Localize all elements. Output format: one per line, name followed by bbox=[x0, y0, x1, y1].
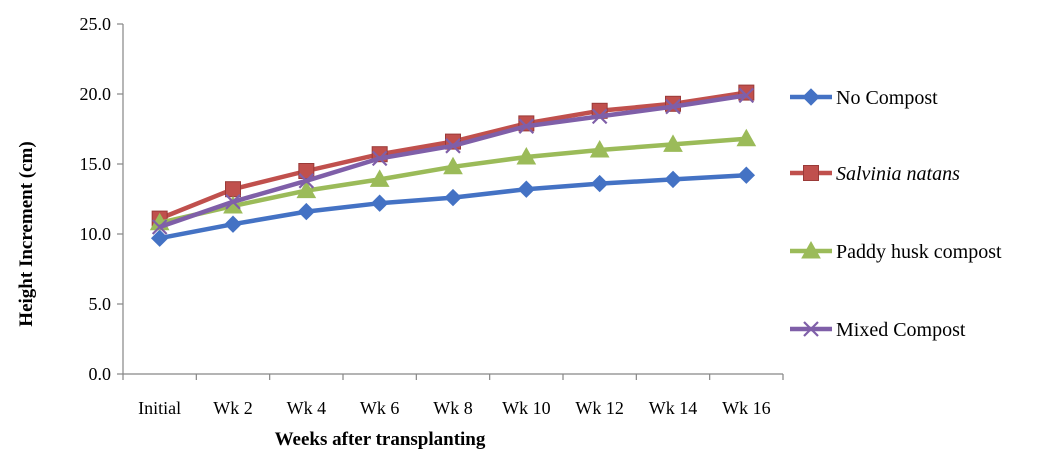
y-axis-title: Height Increment (cm) bbox=[16, 141, 37, 326]
data-point-marker bbox=[518, 118, 535, 134]
x-tick-label: Wk 4 bbox=[287, 398, 327, 418]
x-tick-label: Wk 6 bbox=[360, 398, 400, 418]
series-lines bbox=[149, 84, 757, 247]
x-axis: Initial Wk 2 Wk 4 Wk 6 Wk 8 Wk 10 Wk 12 Wk 14 Wk… bbox=[122, 373, 784, 418]
y-tick-label: 25.0 bbox=[80, 14, 112, 34]
data-point-marker bbox=[664, 170, 682, 189]
data-point-marker bbox=[151, 219, 168, 235]
series-2 bbox=[149, 128, 757, 231]
x-tick-label: Wk 8 bbox=[433, 398, 473, 418]
series-0 bbox=[150, 166, 756, 247]
data-point-marker bbox=[665, 98, 681, 115]
y-tick-label: 20.0 bbox=[80, 84, 112, 104]
data-point-marker bbox=[517, 180, 536, 198]
legend-marker bbox=[803, 321, 819, 337]
data-point-marker bbox=[445, 138, 461, 154]
data-point-marker bbox=[590, 174, 609, 193]
data-point-marker bbox=[736, 128, 757, 147]
data-point-marker bbox=[737, 166, 756, 184]
legend-entry: Mixed Compost bbox=[790, 319, 966, 341]
legend-entry: Paddy husk compost bbox=[790, 240, 1002, 263]
y-tick-label: 15.0 bbox=[80, 154, 112, 174]
data-point-marker bbox=[150, 229, 169, 247]
data-point-marker bbox=[298, 173, 315, 189]
data-point-marker bbox=[370, 194, 389, 212]
legend-entry: Salvinia natans bbox=[790, 163, 960, 185]
data-point-marker bbox=[591, 108, 608, 125]
x-tick-label: Wk 12 bbox=[575, 398, 624, 418]
x-tick-label: Wk 16 bbox=[722, 398, 771, 418]
data-point-marker bbox=[589, 139, 610, 158]
legend-label: No Compost bbox=[836, 87, 938, 109]
legend-entry: No Compost bbox=[790, 87, 938, 109]
legend-marker bbox=[802, 88, 820, 106]
x-tick-label: Wk 10 bbox=[502, 398, 551, 418]
data-point-marker bbox=[369, 169, 390, 187]
y-axis: 0.0 5.0 10.0 15.0 20.0 25.0 bbox=[80, 14, 124, 384]
data-point-marker bbox=[225, 194, 241, 210]
data-point-marker bbox=[444, 188, 462, 207]
legend-label: Salvinia natans bbox=[836, 163, 960, 185]
y-tick-label: 10.0 bbox=[80, 224, 112, 244]
legend-marker bbox=[801, 240, 821, 259]
legend: No Compost Salvinia natans Paddy husk comp… bbox=[790, 87, 1002, 341]
y-tick-label: 5.0 bbox=[89, 294, 112, 314]
data-point-marker bbox=[516, 146, 537, 165]
x-tick-label: Wk 2 bbox=[213, 398, 253, 418]
y-tick-label: 0.0 bbox=[89, 364, 112, 384]
legend-label: Mixed Compost bbox=[836, 319, 966, 341]
data-point-marker bbox=[738, 87, 755, 104]
data-point-marker bbox=[663, 134, 683, 152]
data-point-marker bbox=[225, 181, 241, 198]
series-3 bbox=[151, 87, 755, 235]
data-point-marker bbox=[297, 202, 316, 221]
data-point-marker bbox=[371, 150, 388, 167]
x-axis-title: Weeks after transplanting bbox=[275, 429, 486, 450]
x-tick-label: Wk 14 bbox=[649, 398, 698, 418]
data-point-marker bbox=[296, 180, 317, 199]
data-point-marker bbox=[443, 156, 463, 175]
legend-marker bbox=[803, 165, 819, 181]
legend-label: Paddy husk compost bbox=[836, 241, 1002, 263]
data-point-marker bbox=[224, 215, 242, 233]
x-tick-label: Initial bbox=[138, 398, 181, 418]
